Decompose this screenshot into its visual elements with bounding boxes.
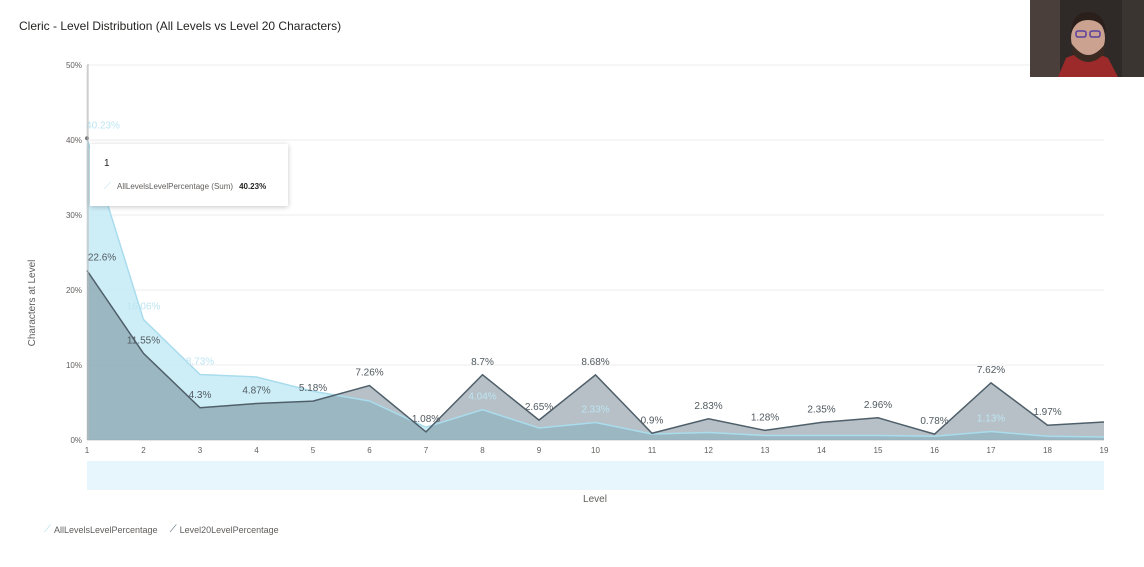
line-icon: ⟋ [169,524,177,535]
x-tick-label: 11 [648,446,657,455]
x-tick-label: 7 [424,446,429,455]
chart-title: Cleric - Level Distribution (All Levels … [19,19,342,33]
x-tick-label: 15 [874,446,883,455]
all-levels-line [86,138,1105,438]
x-tick-label: 17 [987,446,996,455]
y-axis: 0% 10% 20% 30% 40% 50% [66,61,88,445]
y-tick-label: 0% [70,436,82,445]
data-label-level20: 4.87% [242,385,270,396]
data-label-level20: 8.68% [581,357,609,368]
x-tick-label: 12 [704,446,713,455]
presenter-webcam-icon [1030,0,1144,77]
y-tick-label: 20% [66,286,82,295]
data-label-level20: 7.26% [355,368,383,379]
x-tick-label: 19 [1100,446,1109,455]
data-label-level20: 8.7% [471,357,494,368]
x-tick-label: 13 [761,446,770,455]
data-label-level20: 2.65% [525,402,553,413]
x-tick-label: 4 [254,446,259,455]
y-tick-label: 40% [66,136,82,145]
all-levels-area [87,138,1104,440]
data-label-all-levels: 1.13% [977,414,1005,425]
line-icon: ⟋ [44,524,51,535]
x-axis: 1 2 3 4 5 6 7 8 9 10 11 12 13 14 15 16 17 18 19 [85,446,1109,455]
data-label-level20: 2.35% [807,404,835,415]
data-labels: 40.23%16.06%8.73%4.04%2.33%1.13%22.6%11.… [86,120,1062,427]
x-tick-label: 1 [85,446,90,455]
tooltip-series-name: AllLevelsLevelPercentage (Sum) [117,182,234,191]
level20-area [87,270,1104,440]
data-label-all-levels: 8.73% [186,357,214,368]
data-label-level20: 2.83% [694,401,722,412]
x-tick-label: 5 [311,446,316,455]
data-label-level20: 2.96% [864,400,892,411]
data-label-all-levels: 40.23% [86,120,120,131]
y-axis-title: Characters at Level [27,260,38,347]
legend-item-level20[interactable]: ⟋ Level20LevelPercentage [170,524,279,535]
data-label-level20: 5.18% [299,383,327,394]
tooltip-header: 1 [104,158,110,169]
tooltip-value: 40.23% [239,182,267,191]
data-label-level20: 22.6% [88,253,116,264]
tooltip-row: ⟋ AllLevelsLevelPercentage (Sum) 40.23% [104,181,266,192]
data-label-level20: 7.62% [977,365,1005,376]
legend-label: Level20LevelPercentage [179,524,279,535]
zoom-slider[interactable] [87,461,1104,490]
legend-item-all-levels[interactable]: ⟋ AllLevelsLevelPercentage [44,524,158,535]
data-label-level20: 11.55% [127,335,160,346]
x-tick-label: 2 [141,446,146,455]
data-label-level20: 1.08% [412,414,440,425]
y-tick-label: 50% [66,61,82,70]
y-tick-label: 30% [66,211,82,220]
presenter-avatar [1030,0,1144,77]
data-label-level20: 1.28% [751,412,779,423]
x-tick-label: 14 [817,446,826,455]
x-tick-label: 9 [537,446,542,455]
x-axis-title: Level [583,494,607,505]
x-tick-label: 10 [591,446,600,455]
x-tick-label: 6 [367,446,372,455]
data-label-level20: 1.97% [1033,407,1061,418]
data-label-level20: 0.9% [641,415,664,426]
data-label-level20: 0.78% [920,416,948,427]
legend: ⟋ AllLevelsLevelPercentage ⟋ Level20Leve… [44,524,279,535]
x-tick-label: 8 [480,446,485,455]
data-label-level20: 4.3% [189,390,212,401]
legend-label: AllLevelsLevelPercentage [54,524,158,535]
y-tick-label: 10% [66,361,82,370]
tooltip: 1 ⟋ AllLevelsLevelPercentage (Sum) 40.23… [90,144,288,206]
x-tick-label: 3 [198,446,203,455]
level20-line [86,270,1105,435]
line-icon: ⟋ [104,181,111,192]
x-tick-label: 16 [930,446,939,455]
data-label-all-levels: 2.33% [581,405,609,416]
x-tick-label: 18 [1043,446,1052,455]
data-label-all-levels: 16.06% [127,302,161,313]
data-label-all-levels: 4.04% [468,392,496,403]
series-areas [85,136,1105,440]
